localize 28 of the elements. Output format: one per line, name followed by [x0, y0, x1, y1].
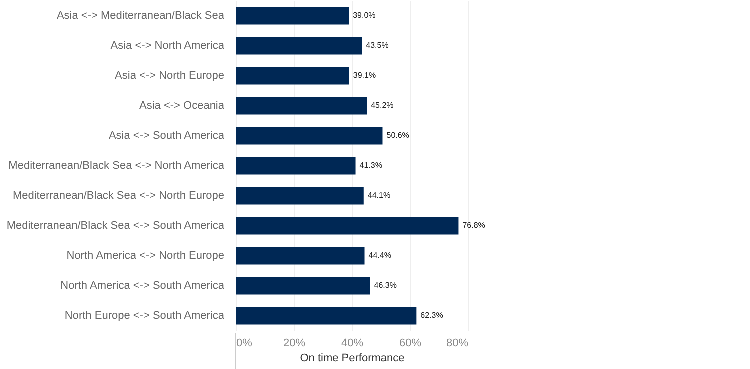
data-label: 50.6% [386, 131, 410, 140]
y-tick-label: Asia <-> North America [110, 40, 226, 52]
x-axis-title: On time Performance [300, 352, 405, 364]
data-label: 46.3% [374, 281, 397, 290]
data-label: 44.1% [368, 191, 391, 200]
y-tick-label: North America <-> North Europe [66, 250, 224, 262]
y-tick-label: Asia <-> South America [108, 130, 226, 142]
x-tick-label: 20% [283, 338, 306, 350]
data-label: 43.5% [366, 41, 389, 50]
x-tick-label: 60% [399, 338, 422, 350]
x-tick-label: 40% [341, 338, 364, 350]
y-tick-label: North Europe <-> South America [64, 310, 226, 322]
data-label: 45.2% [371, 101, 394, 110]
y-tick-label: Mediterranean/Black Sea <-> North Europe [12, 190, 224, 202]
x-tick-label: 80% [446, 338, 469, 350]
y-tick-label: North America <-> South America [60, 280, 226, 292]
data-label: 62.3% [420, 311, 444, 320]
x-tick-label: 0% [236, 338, 253, 350]
data-label: 39.0% [353, 11, 376, 20]
data-label: 39.1% [353, 71, 376, 80]
data-label: 76.8% [462, 221, 486, 230]
data-label: 41.3% [360, 161, 382, 170]
y-tick-label: Asia <-> North Europe [115, 70, 224, 82]
y-tick-label: Asia <-> Mediterranean/Black Sea [56, 10, 226, 22]
y-tick-label: Mediterranean/Black Sea <-> South America [6, 220, 226, 232]
y-tick-label: Asia <-> Oceania [140, 100, 226, 112]
y-tick-label: Mediterranean/Black Sea <-> North America [8, 160, 226, 172]
data-label: 44.4% [368, 251, 392, 260]
